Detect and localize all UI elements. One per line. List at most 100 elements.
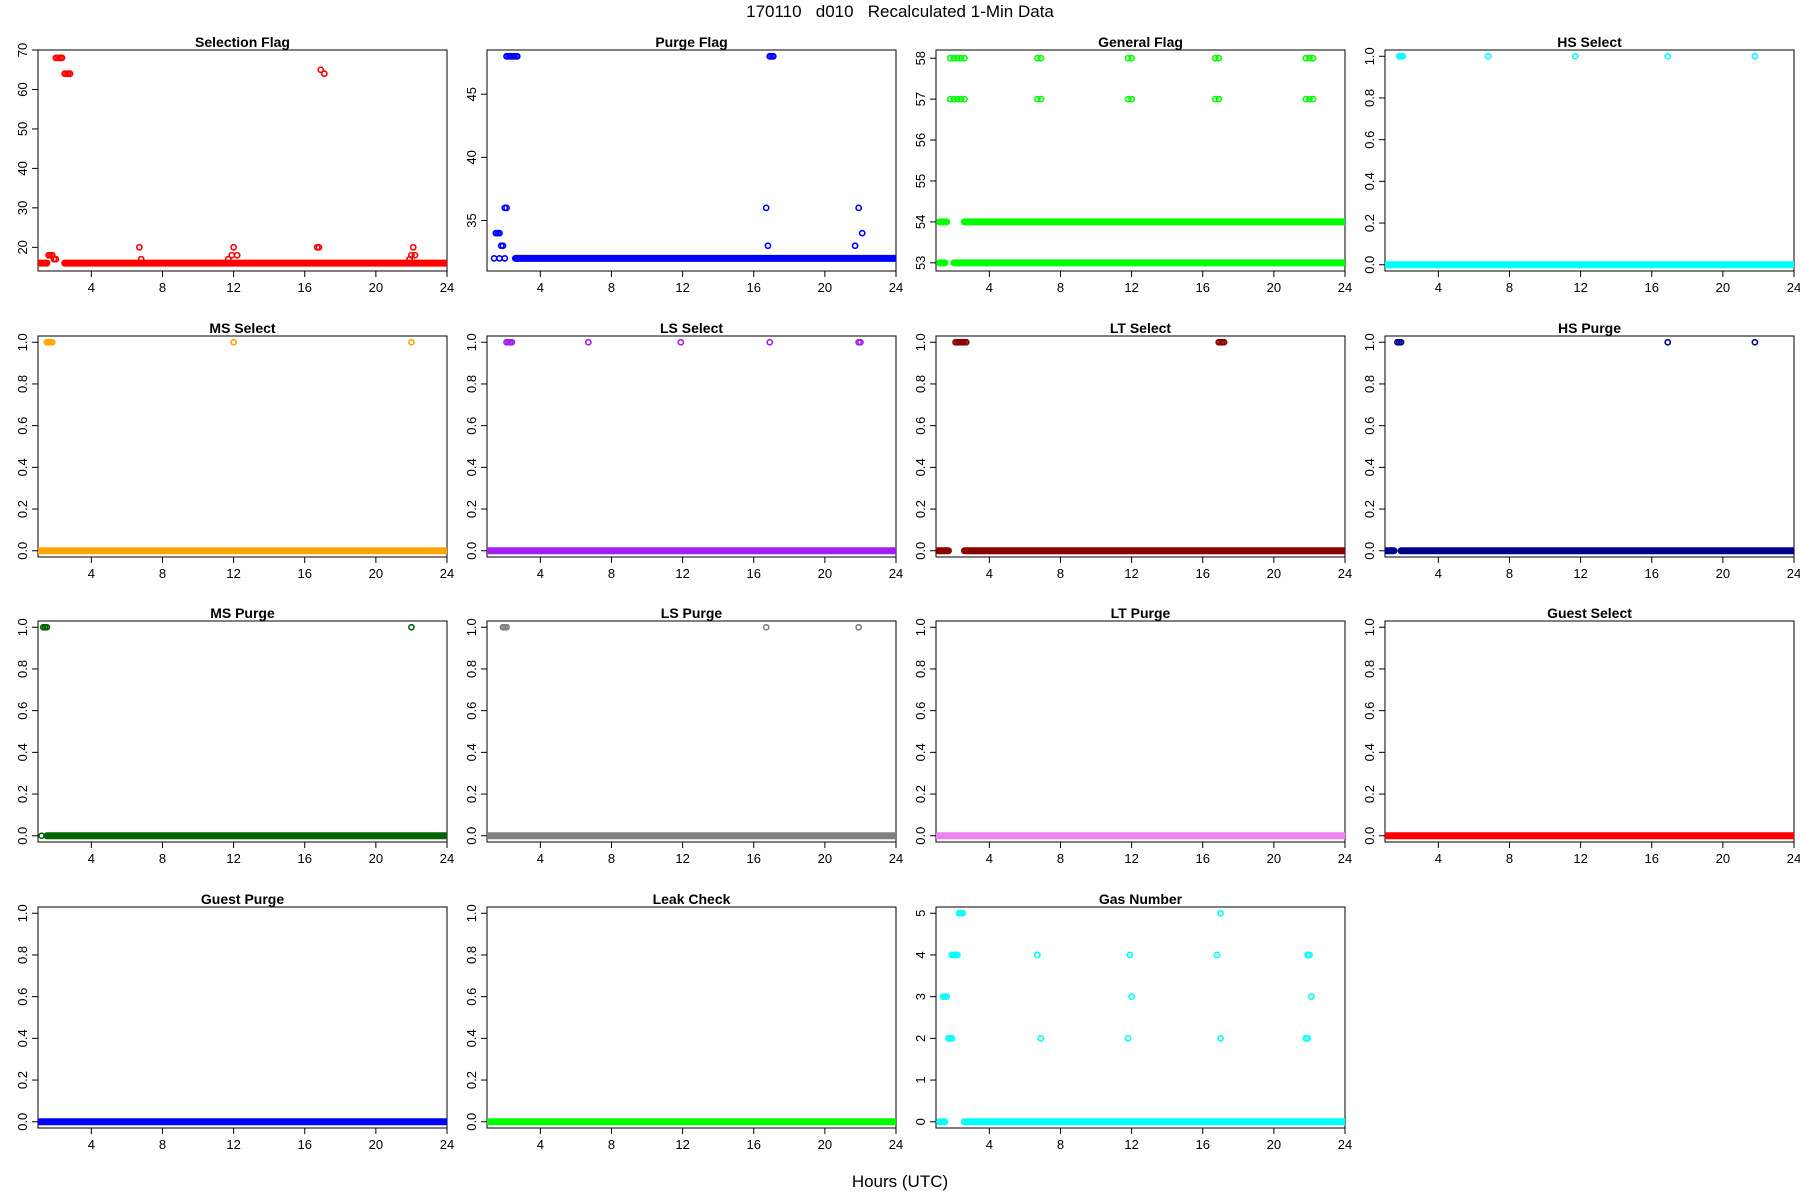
data-point <box>1304 1034 1312 1042</box>
data-point <box>762 623 770 631</box>
y-tick-label: 0.2 <box>15 500 30 518</box>
data-point <box>508 338 516 346</box>
x-tick-label: 4 <box>1435 280 1442 295</box>
data-point <box>230 338 238 346</box>
x-tick-label: 20 <box>818 566 832 581</box>
x-tick-label: 12 <box>226 851 240 866</box>
y-tick-label: 0.0 <box>913 827 928 845</box>
x-tick-label: 24 <box>440 1137 454 1152</box>
plot-area <box>490 52 896 262</box>
data-point <box>961 95 968 103</box>
plot-frame <box>935 335 1346 558</box>
y-tick-label: 58 <box>913 51 928 65</box>
y-tick-label: 0.0 <box>913 542 928 560</box>
data-point <box>946 54 954 62</box>
x-tick-label: 20 <box>1267 566 1281 581</box>
plot-area <box>1385 52 1794 269</box>
data-point <box>1033 951 1041 959</box>
x-tick-label: 24 <box>889 566 903 581</box>
data-point <box>1751 338 1759 346</box>
x-tick-label: 24 <box>440 280 454 295</box>
x-tick-label: 4 <box>1435 566 1442 581</box>
data-point <box>48 338 56 346</box>
x-tick-label: 16 <box>747 1137 761 1152</box>
data-point <box>137 255 145 263</box>
y-tick-label: 0.0 <box>1362 256 1377 274</box>
y-tick-label: 60 <box>15 82 30 96</box>
chart-panel: Leak Check 4 8 12 16 20 24 0.0 0.2 0.4 0.6 0.8 1.0 <box>464 891 903 1152</box>
chart-panel: Selection Flag 4 8 12 16 20 24 20 30 40 50 60 70 <box>15 34 454 295</box>
y-tick-label: 0.0 <box>1362 542 1377 560</box>
data-point <box>317 66 325 74</box>
y-tick-label: 1.0 <box>1362 47 1377 65</box>
data-point <box>43 623 51 631</box>
x-tick-label: 20 <box>1716 851 1730 866</box>
y-tick-label: 0.4 <box>464 1029 479 1047</box>
x-tick-label: 20 <box>1267 280 1281 295</box>
x-tick-label: 4 <box>537 280 544 295</box>
x-tick-label: 24 <box>889 1137 903 1152</box>
chart-panel: Guest Purge 4 8 12 16 20 24 0.0 0.2 0.4 0.6 0.8 1.0 <box>15 891 454 1152</box>
x-tick-label: 20 <box>818 280 832 295</box>
data-point <box>1306 95 1313 103</box>
x-tick-label: 24 <box>440 851 454 866</box>
y-tick-label: 0.6 <box>15 417 30 435</box>
data-point <box>855 204 863 212</box>
data-point <box>490 254 498 262</box>
y-tick-label: 0.6 <box>464 417 479 435</box>
x-tick-label: 20 <box>818 851 832 866</box>
y-tick-label: 1.0 <box>464 904 479 922</box>
y-tick-label: 0.2 <box>913 785 928 803</box>
y-tick-label: 0.0 <box>15 827 30 845</box>
y-tick-label: 1.0 <box>15 904 30 922</box>
plot-frame <box>486 620 897 843</box>
data-point <box>1399 52 1407 60</box>
chart-panel: LT Purge 4 8 12 16 20 24 0.0 0.2 0.4 0.6 0.8 1.0 <box>913 605 1352 866</box>
data-point <box>762 204 770 212</box>
data-point <box>1571 52 1579 60</box>
y-tick-label: 0.8 <box>1362 89 1377 107</box>
plot-area <box>936 54 1345 267</box>
x-tick-label: 12 <box>1573 851 1587 866</box>
y-tick-label: 0.4 <box>15 743 30 761</box>
panel-title: Selection Flag <box>195 34 290 50</box>
x-tick-label: 4 <box>537 851 544 866</box>
x-tick-label: 20 <box>1716 566 1730 581</box>
page-title: 170110 d010 Recalculated 1-Min Data <box>746 2 1054 21</box>
data-point <box>957 54 965 62</box>
y-tick-label: 2 <box>913 1035 928 1042</box>
chart-panel: MS Purge 4 8 12 16 20 24 0.0 0.2 0.4 0.6 0.8 1.0 <box>15 605 454 866</box>
y-tick-label: 1.0 <box>15 333 30 351</box>
data-point <box>503 204 510 212</box>
y-tick-label: 0.4 <box>1362 172 1377 190</box>
plot-frame <box>1384 620 1795 843</box>
y-tick-label: 0.0 <box>15 1113 30 1131</box>
x-tick-label: 24 <box>889 280 903 295</box>
x-tick-label: 16 <box>1645 851 1659 866</box>
x-tick-label: 4 <box>88 566 95 581</box>
data-point <box>764 242 772 250</box>
data-point <box>1309 95 1317 103</box>
data-point <box>1128 993 1136 1001</box>
data-point <box>855 623 863 631</box>
panel-title: LT Select <box>1110 320 1172 336</box>
y-tick-label: 0.8 <box>15 946 30 964</box>
data-point <box>228 251 236 259</box>
y-tick-label: 0.0 <box>1362 827 1377 845</box>
chart-panel: LS Select 4 8 12 16 20 24 0.0 0.2 0.4 0.6 0.8 1.0 <box>464 320 903 581</box>
x-tick-label: 20 <box>369 566 383 581</box>
x-tick-label: 8 <box>159 851 166 866</box>
plot-area <box>487 338 896 555</box>
plot-frame <box>935 49 1346 272</box>
data-point <box>513 52 521 60</box>
x-tick-label: 8 <box>159 280 166 295</box>
y-tick-label: 0.2 <box>1362 785 1377 803</box>
x-tick-label: 24 <box>1787 851 1800 866</box>
x-tick-label: 24 <box>440 566 454 581</box>
x-tick-label: 12 <box>226 280 240 295</box>
y-tick-label: 0.0 <box>464 542 479 560</box>
y-tick-label: 0.8 <box>1362 660 1377 678</box>
x-tick-label: 8 <box>1506 566 1513 581</box>
x-tick-label: 8 <box>159 566 166 581</box>
